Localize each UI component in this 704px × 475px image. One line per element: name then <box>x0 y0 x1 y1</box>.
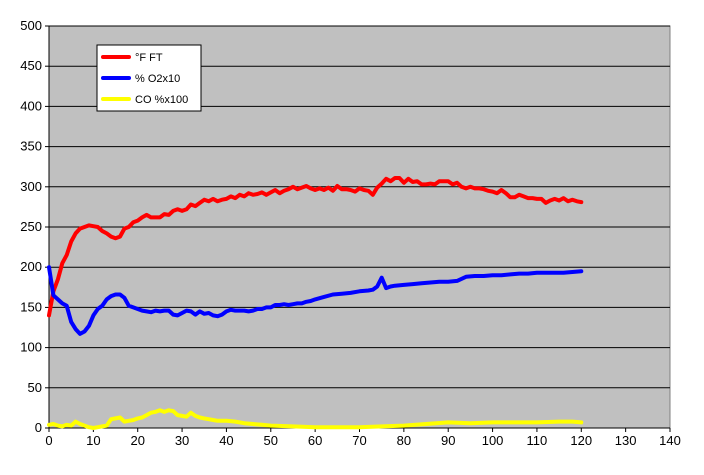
x-tick-label: 140 <box>659 433 681 448</box>
y-tick-label: 150 <box>20 299 42 314</box>
x-tick-label: 30 <box>175 433 189 448</box>
y-tick-label: 500 <box>20 18 42 33</box>
x-tick-label: 0 <box>45 433 52 448</box>
x-tick-label: 70 <box>352 433 366 448</box>
legend-label-1: % O2x10 <box>135 73 180 85</box>
x-tick-label: 120 <box>570 433 592 448</box>
y-tick-label: 450 <box>20 58 42 73</box>
y-tick-label: 100 <box>20 340 42 355</box>
legend-label-2: CO %x100 <box>135 94 188 106</box>
y-tick-label: 400 <box>20 98 42 113</box>
series-line-1 <box>47 265 584 336</box>
y-tick-label: 0 <box>35 420 42 435</box>
series-lines <box>47 176 584 430</box>
x-tick-label: 40 <box>219 433 233 448</box>
x-tick-label: 90 <box>441 433 455 448</box>
legend: °F FT % O2x10 CO %x100 <box>96 44 202 112</box>
y-tick-label: 350 <box>20 139 42 154</box>
y-axis-ticks: 0 50 100 150 200 250 300 350 400 450 500 <box>20 18 49 435</box>
series-line-0 <box>47 176 584 318</box>
x-tick-label: 10 <box>86 433 100 448</box>
y-tick-label: 50 <box>28 380 42 395</box>
x-tick-label: 20 <box>130 433 144 448</box>
x-tick-label: 80 <box>397 433 411 448</box>
y-tick-label: 200 <box>20 259 42 274</box>
series-line-2 <box>47 408 584 430</box>
x-tick-label: 130 <box>615 433 637 448</box>
x-tick-label: 100 <box>482 433 504 448</box>
y-tick-label: 300 <box>20 179 42 194</box>
x-axis-ticks: 0 10 20 30 40 50 60 70 80 90 100 110 120 130 140 <box>45 428 681 448</box>
x-tick-label: 50 <box>264 433 278 448</box>
x-tick-label: 110 <box>527 433 548 448</box>
legend-label-0: °F FT <box>135 52 163 64</box>
x-tick-label: 60 <box>308 433 322 448</box>
y-tick-label: 250 <box>20 219 42 234</box>
